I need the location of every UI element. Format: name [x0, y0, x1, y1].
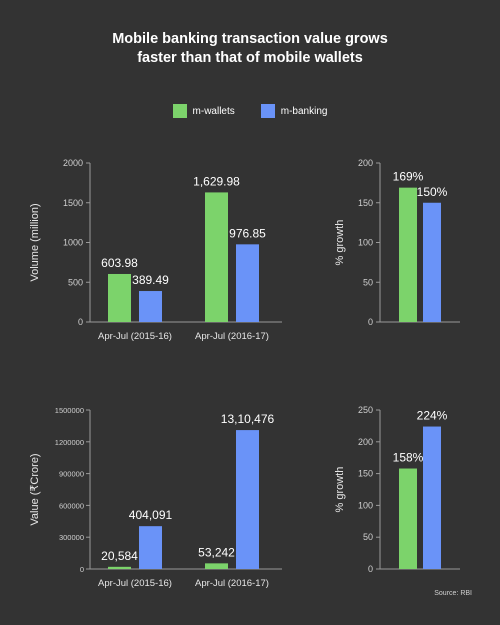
y-axis-label: % growth [334, 220, 346, 266]
y-tick-label: 0 [78, 317, 83, 327]
bar-m-wallets-2 [205, 192, 228, 322]
legend-swatch-m-banking [260, 104, 275, 118]
legend-item-m-wallets: m-wallets [172, 104, 235, 118]
chart-panel-1: 0 500 1000 1500 2000 Volume (million) 603.98 38… [29, 158, 282, 342]
x-category-label: Apr-Jul (2015-16) [98, 578, 172, 589]
bar-m-wallets-1 [108, 566, 131, 569]
chart-title-line-1: Mobile banking transaction value grows [112, 31, 388, 47]
chart-panel-4: 0 50 100 150 200 250 % growth 158% 224% [334, 405, 460, 574]
y-tick-label: 300000 [59, 533, 84, 542]
bar-m-wallets-2 [205, 563, 228, 569]
legend-swatch-m-wallets [172, 104, 187, 118]
legend: m-wallets m-banking [0, 104, 500, 118]
y-axis-label: Value (₹Crore) [29, 453, 41, 525]
y-tick-label: 500 [68, 277, 83, 287]
legend-item-m-banking: m-banking [260, 104, 328, 118]
y-tick-label: 1000 [63, 238, 83, 248]
chart-panel-3: 0 300000 600000 900000 1200000 1500000 Value (… [29, 406, 282, 589]
y-tick-label: 2000 [63, 158, 83, 168]
data-label-m-wallets-1: 169% [393, 170, 424, 184]
y-tick-label: 50 [363, 277, 373, 287]
bar-m-banking-1 [423, 426, 441, 569]
y-tick-label: 900000 [59, 470, 84, 479]
x-category-label: Apr-Jul (2016-17) [195, 578, 269, 589]
x-category-label: Apr-Jul (2015-16) [98, 331, 172, 342]
x-category-label: Apr-Jul (2016-17) [195, 331, 269, 342]
bar-m-banking-1 [139, 291, 162, 322]
chart-title-line-2: faster than that of mobile wallets [137, 50, 363, 66]
y-tick-label: 1500 [63, 198, 83, 208]
data-label-m-banking-1: 224% [417, 409, 448, 423]
y-tick-label: 100 [358, 500, 373, 510]
bar-m-banking-1 [423, 202, 441, 322]
y-axis-label: % growth [334, 467, 346, 513]
y-tick-label: 50 [363, 532, 373, 542]
y-tick-label: 0 [80, 565, 84, 574]
bar-m-wallets-1 [399, 187, 417, 322]
bar-m-banking-2 [236, 244, 259, 322]
y-tick-label: 0 [368, 317, 373, 327]
y-tick-label: 150 [358, 198, 373, 208]
data-label-m-banking-1: 150% [417, 185, 448, 199]
y-axis-label: Volume (million) [29, 203, 41, 281]
y-tick-label: 1200000 [55, 438, 84, 447]
data-label-m-wallets-1: 20,584 [101, 549, 138, 563]
y-tick-label: 200 [358, 158, 373, 168]
data-label-m-wallets-1: 158% [393, 451, 424, 465]
bar-m-wallets-1 [399, 468, 417, 569]
data-label-m-banking-1: 404,091 [129, 508, 173, 522]
y-tick-label: 150 [358, 469, 373, 479]
legend-label-m-banking: m-banking [280, 105, 328, 117]
y-tick-label: 600000 [59, 501, 84, 510]
legend-label-m-wallets: m-wallets [192, 105, 235, 117]
data-label-m-wallets-2: 1,629.98 [193, 174, 240, 188]
bar-m-wallets-1 [108, 273, 131, 322]
y-tick-label: 0 [368, 564, 373, 574]
y-tick-label: 1500000 [55, 406, 84, 415]
source-note: Source: RBI [434, 590, 472, 597]
bar-m-banking-1 [139, 526, 162, 569]
chart-title: Mobile banking transaction value grows f… [0, 30, 500, 68]
data-label-m-wallets-1: 603.98 [101, 256, 138, 270]
bar-m-banking-2 [236, 430, 259, 569]
y-tick-label: 100 [358, 238, 373, 248]
y-tick-label: 250 [358, 405, 373, 415]
y-tick-label: 200 [358, 437, 373, 447]
data-label-m-banking-1: 389.49 [132, 273, 169, 287]
data-label-m-banking-2: 976.85 [229, 226, 266, 240]
data-label-m-wallets-2: 53,242 [198, 545, 235, 559]
data-label-m-banking-2: 13,10,476 [221, 412, 275, 426]
chart-panel-2: 0 50 100 150 200 % growth 169%150% [334, 158, 460, 327]
